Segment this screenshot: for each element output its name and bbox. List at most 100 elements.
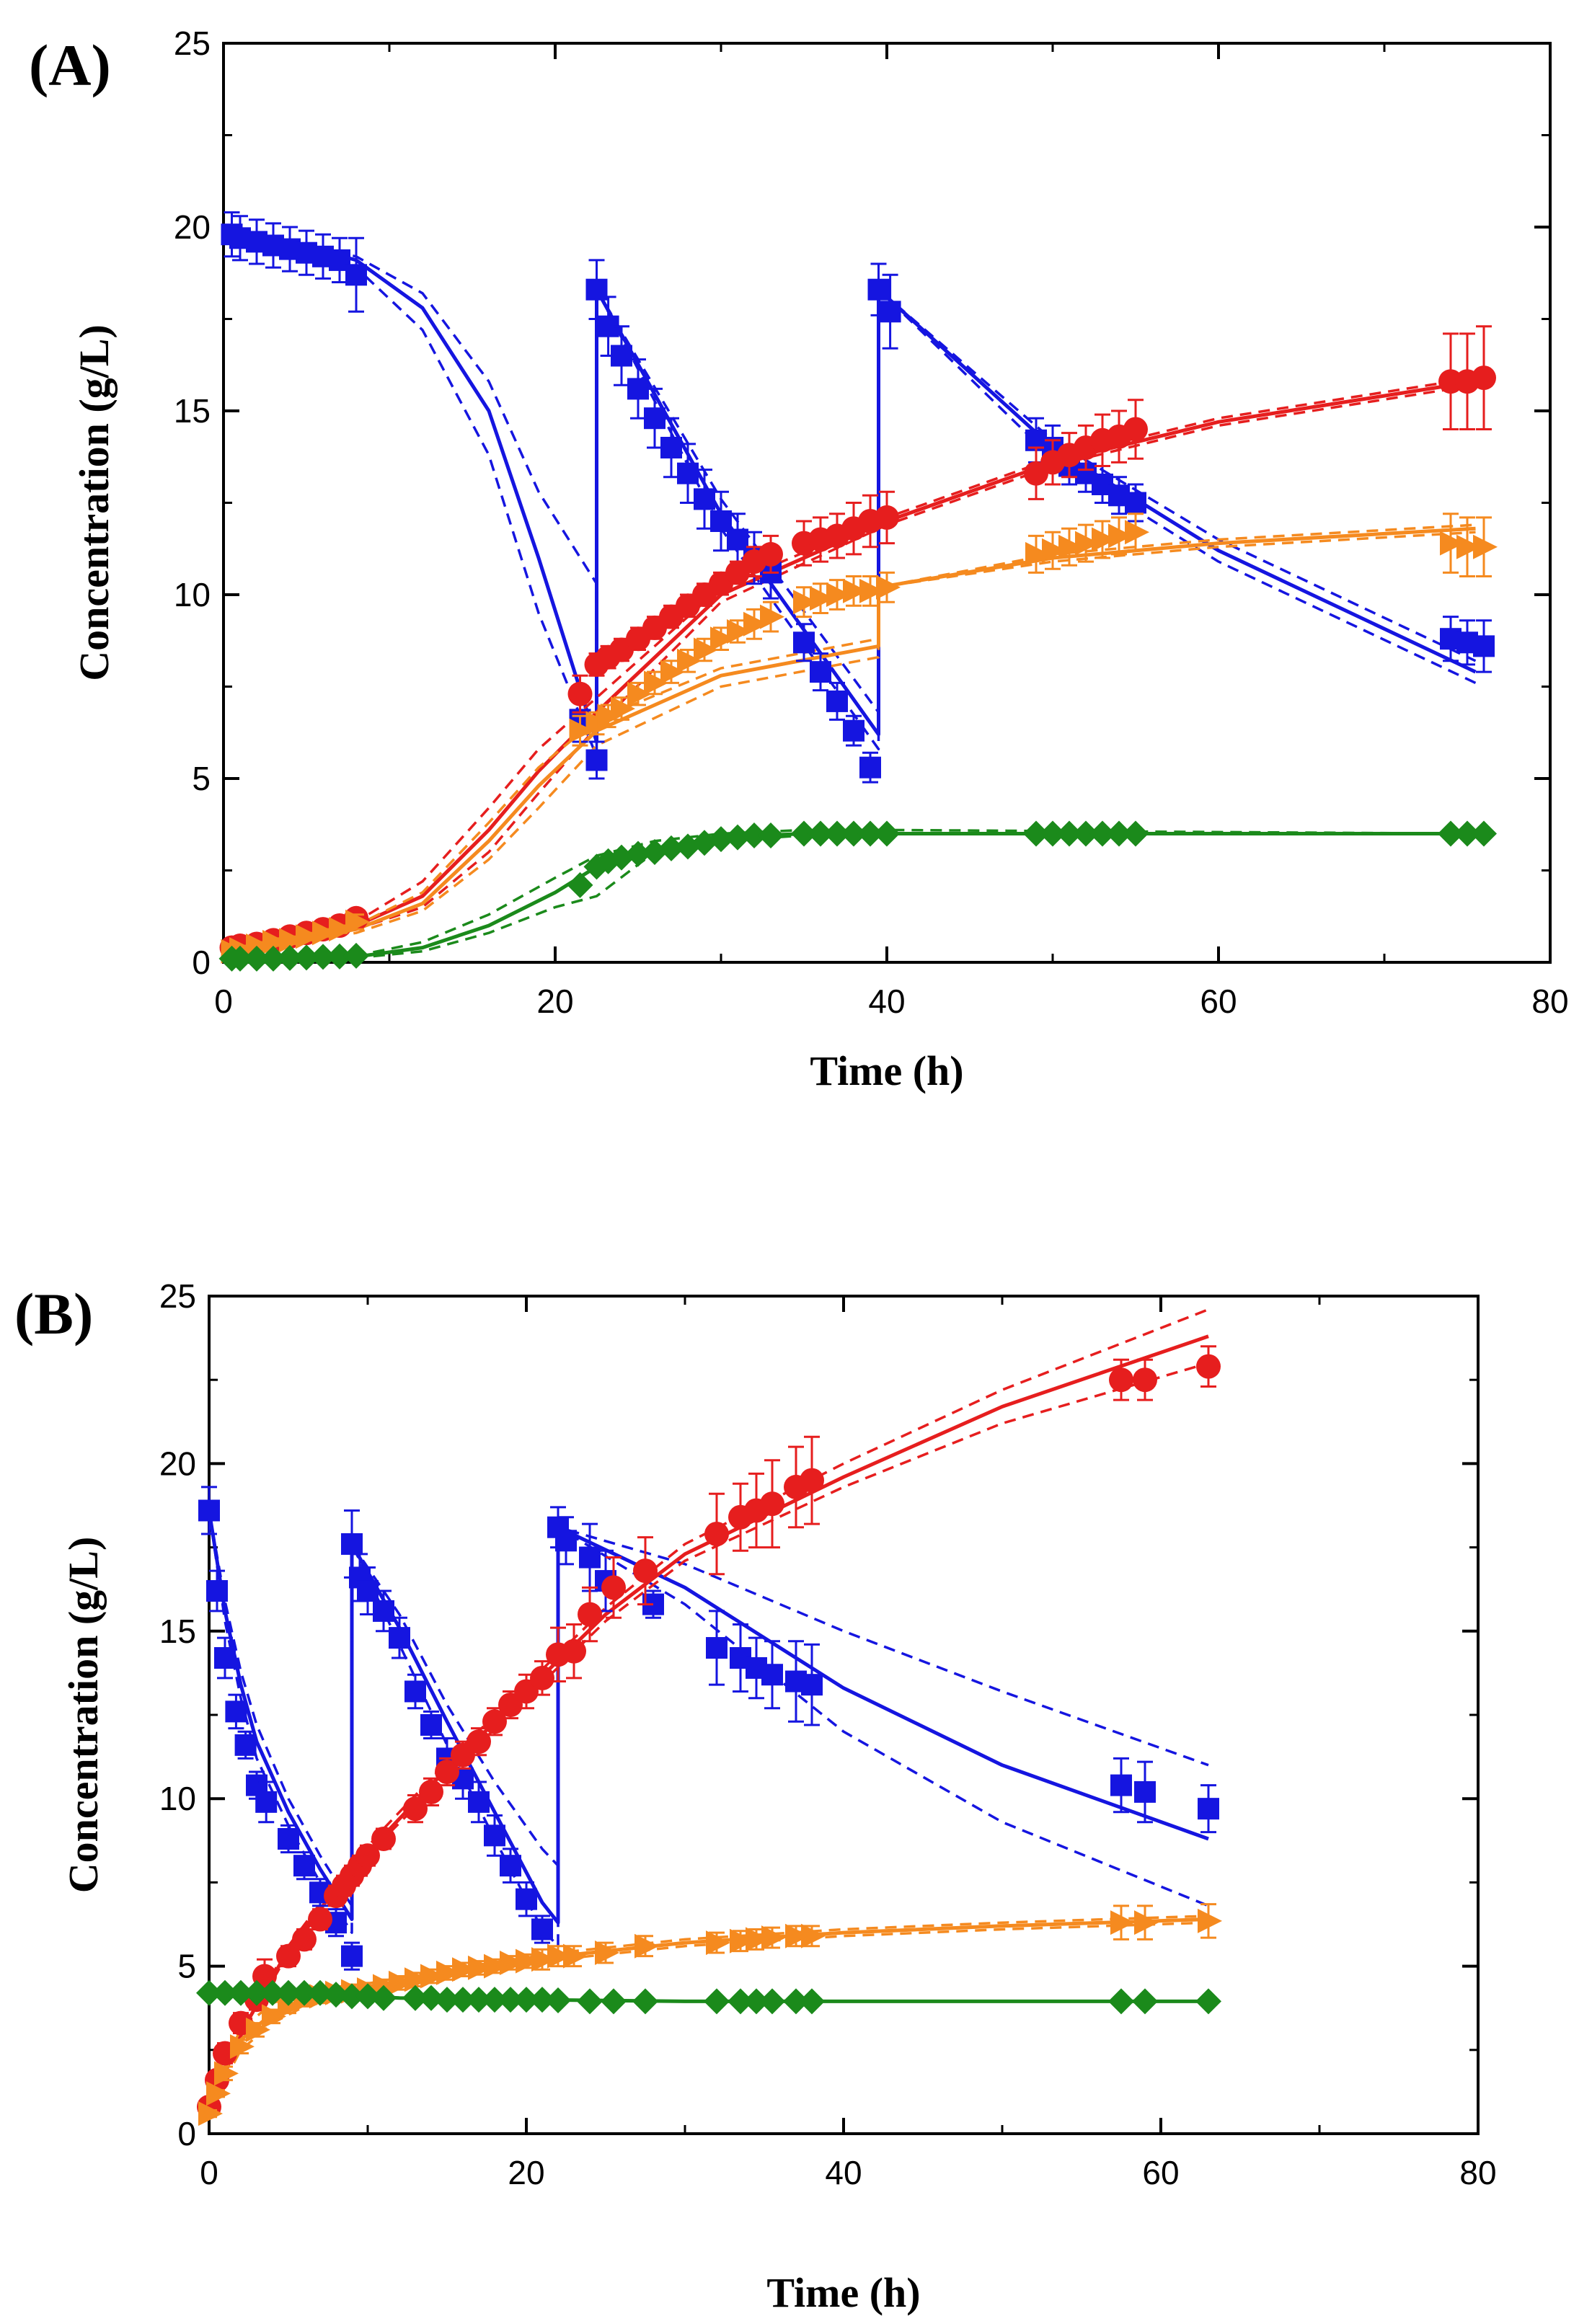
data-point-circle bbox=[403, 1796, 428, 1822]
data-point-circle bbox=[308, 1907, 332, 1932]
data-point-circle bbox=[601, 1575, 626, 1600]
data-point-triangle bbox=[746, 1927, 770, 1952]
data-point-square bbox=[644, 407, 665, 430]
data-point-square bbox=[484, 1824, 505, 1847]
data-point-triangle bbox=[1440, 531, 1464, 556]
data-point-triangle bbox=[569, 718, 594, 743]
data-point-diamond bbox=[708, 826, 734, 853]
data-point-circle bbox=[292, 1927, 317, 1952]
data-point-square bbox=[611, 345, 632, 367]
data-point-diamond bbox=[704, 1988, 730, 2015]
data-point-diamond bbox=[808, 820, 833, 847]
data-point-triangle bbox=[694, 637, 718, 662]
data-point-triangle bbox=[793, 590, 818, 615]
data-point-triangle bbox=[785, 1923, 810, 1948]
data-point-square bbox=[255, 1791, 278, 1813]
x-tick-label: 40 bbox=[868, 983, 905, 1020]
data-point-square bbox=[867, 278, 890, 301]
data-point-triangle bbox=[727, 619, 751, 644]
data-point-triangle bbox=[706, 1930, 730, 1956]
data-point-square bbox=[531, 1918, 553, 1941]
data-point-square bbox=[810, 661, 831, 683]
data-point-triangle bbox=[859, 578, 884, 603]
data-point-diamond bbox=[529, 1987, 555, 2013]
y-axis-title: Concentration (g/L) bbox=[60, 1537, 107, 1894]
data-point-triangle bbox=[1456, 534, 1481, 559]
data-point-square bbox=[500, 1855, 521, 1877]
data-point-square bbox=[843, 719, 864, 742]
data-point-triangle bbox=[627, 681, 652, 706]
data-point-diamond bbox=[244, 945, 270, 972]
model-curve-dashed bbox=[223, 832, 1476, 960]
y-tick-label: 10 bbox=[174, 576, 211, 613]
data-point-diamond bbox=[783, 1988, 809, 2015]
data-point-triangle bbox=[547, 1943, 572, 1969]
data-point-diamond bbox=[874, 820, 900, 847]
data-point-triangle bbox=[389, 1970, 413, 1995]
y-tick-label: 5 bbox=[192, 760, 211, 797]
data-point-triangle bbox=[761, 1925, 786, 1951]
data-point-square bbox=[234, 1734, 257, 1756]
data-point-circle bbox=[530, 1665, 554, 1690]
data-point-diamond bbox=[577, 1988, 603, 2015]
data-point-triangle bbox=[468, 1955, 492, 1980]
data-point-diamond bbox=[371, 1984, 397, 2011]
data-point-triangle bbox=[611, 696, 635, 722]
data-point-diamond bbox=[275, 1979, 301, 2006]
model-curve-solid bbox=[223, 832, 1476, 961]
data-point-square bbox=[627, 378, 649, 400]
data-point-triangle bbox=[810, 586, 834, 611]
data-point-triangle bbox=[452, 1957, 477, 1982]
data-point-square bbox=[706, 1637, 728, 1659]
data-point-square bbox=[1110, 1774, 1132, 1796]
data-point-square bbox=[225, 1700, 247, 1723]
data-point-circle bbox=[435, 1760, 459, 1785]
data-point-diamond bbox=[482, 1987, 508, 2013]
data-point-square bbox=[341, 1533, 363, 1555]
series-green-diamonds bbox=[218, 820, 1497, 972]
data-point-triangle bbox=[1134, 1910, 1159, 1935]
data-point-triangle bbox=[312, 921, 337, 946]
data-point-diamond bbox=[1073, 820, 1099, 847]
data-point-diamond bbox=[402, 1984, 428, 2011]
data-point-square bbox=[710, 510, 732, 532]
data-point-circle bbox=[633, 1558, 658, 1584]
data-point-triangle bbox=[1058, 534, 1083, 559]
data-point-square bbox=[677, 462, 699, 484]
data-point-square bbox=[761, 1664, 783, 1686]
x-tick-label: 60 bbox=[1142, 2154, 1179, 2191]
data-point-diamond bbox=[1106, 820, 1132, 847]
data-point-circle bbox=[704, 1522, 729, 1547]
data-point-circle bbox=[875, 505, 899, 530]
data-point-triangle bbox=[1025, 541, 1050, 567]
data-point-diamond bbox=[1089, 820, 1115, 847]
data-point-square bbox=[555, 1530, 577, 1552]
data-point-triangle bbox=[246, 2017, 270, 2042]
data-point-circle bbox=[1123, 417, 1148, 442]
data-point-diamond bbox=[824, 820, 850, 847]
data-point-triangle bbox=[644, 670, 668, 696]
data-point-triangle bbox=[404, 1967, 429, 1992]
model-curve-solid bbox=[223, 232, 1477, 744]
data-point-triangle bbox=[597, 704, 622, 729]
data-point-diamond bbox=[260, 945, 286, 972]
data-point-triangle bbox=[826, 582, 851, 607]
data-point-diamond bbox=[260, 1979, 286, 2006]
data-point-diamond bbox=[212, 1979, 238, 2006]
data-point-triangle bbox=[1075, 531, 1100, 556]
y-tick-label: 5 bbox=[177, 1948, 196, 1985]
plot-frame bbox=[208, 1295, 1480, 2135]
data-point-triangle bbox=[1198, 1908, 1222, 1933]
data-point-diamond bbox=[228, 1979, 254, 2006]
x-tick-label: 0 bbox=[214, 983, 233, 1020]
data-point-square bbox=[694, 488, 715, 510]
data-point-square bbox=[206, 1580, 228, 1602]
data-point-circle bbox=[355, 1843, 380, 1868]
data-point-circle bbox=[759, 541, 783, 567]
data-point-square bbox=[826, 690, 848, 712]
data-point-circle bbox=[1472, 365, 1496, 391]
x-tick-label: 0 bbox=[200, 2154, 218, 2191]
data-point-triangle bbox=[660, 660, 685, 685]
data-point-triangle bbox=[1108, 523, 1133, 549]
data-point-square bbox=[278, 1827, 299, 1850]
